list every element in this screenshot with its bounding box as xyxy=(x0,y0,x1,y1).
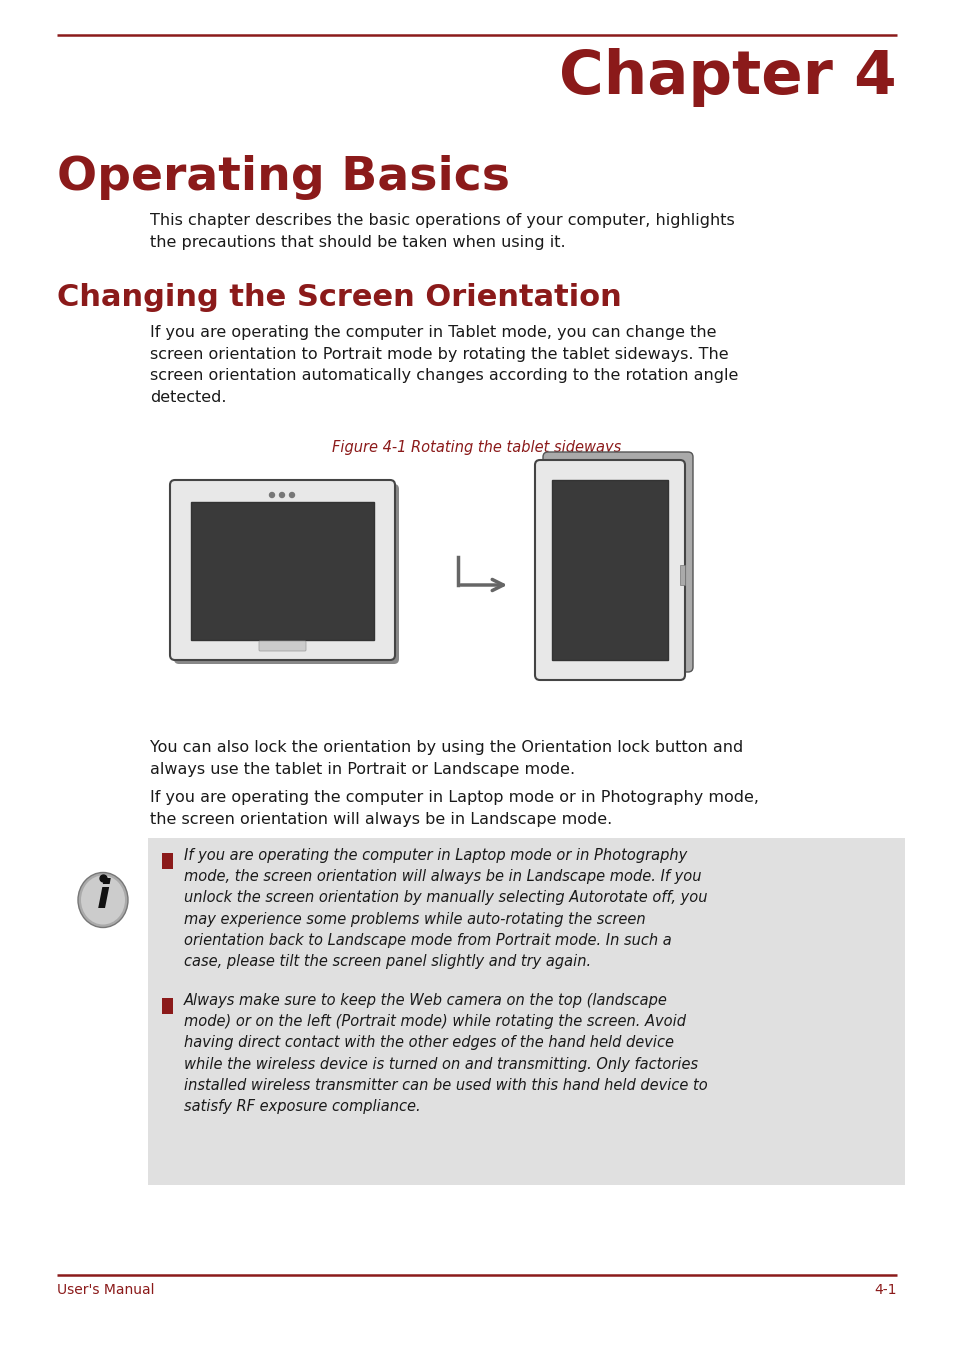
Text: Changing the Screen Orientation: Changing the Screen Orientation xyxy=(57,282,621,312)
Bar xyxy=(679,565,684,585)
Bar xyxy=(162,998,172,1014)
Text: User's Manual: User's Manual xyxy=(57,1283,154,1297)
Text: Figure 4-1 Rotating the tablet sideways: Figure 4-1 Rotating the tablet sideways xyxy=(332,440,621,455)
Bar xyxy=(191,502,374,640)
Ellipse shape xyxy=(78,873,128,928)
Circle shape xyxy=(269,492,274,498)
Text: If you are operating the computer in Tablet mode, you can change the
screen orie: If you are operating the computer in Tab… xyxy=(150,325,738,405)
FancyBboxPatch shape xyxy=(535,460,684,681)
Circle shape xyxy=(289,492,294,498)
Text: If you are operating the computer in Laptop mode or in Photography mode,
the scr: If you are operating the computer in Lap… xyxy=(150,790,759,827)
FancyBboxPatch shape xyxy=(170,480,395,660)
Text: Always make sure to keep the Web camera on the top (landscape
mode) or on the le: Always make sure to keep the Web camera … xyxy=(184,993,707,1114)
Text: This chapter describes the basic operations of your computer, highlights
the pre: This chapter describes the basic operati… xyxy=(150,213,734,250)
FancyBboxPatch shape xyxy=(173,484,398,664)
Text: 4-1: 4-1 xyxy=(874,1283,896,1297)
Text: Chapter 4: Chapter 4 xyxy=(558,48,896,108)
FancyBboxPatch shape xyxy=(542,452,692,672)
Ellipse shape xyxy=(81,876,125,924)
Text: Operating Basics: Operating Basics xyxy=(57,155,510,200)
Bar xyxy=(162,853,172,869)
Bar xyxy=(148,838,904,1185)
Text: i: i xyxy=(96,878,110,916)
Bar xyxy=(552,480,667,660)
FancyBboxPatch shape xyxy=(258,642,306,651)
Text: You can also lock the orientation by using the Orientation lock button and
alway: You can also lock the orientation by usi… xyxy=(150,740,742,776)
Text: If you are operating the computer in Laptop mode or in Photography
mode, the scr: If you are operating the computer in Lap… xyxy=(184,847,707,970)
Circle shape xyxy=(279,492,284,498)
